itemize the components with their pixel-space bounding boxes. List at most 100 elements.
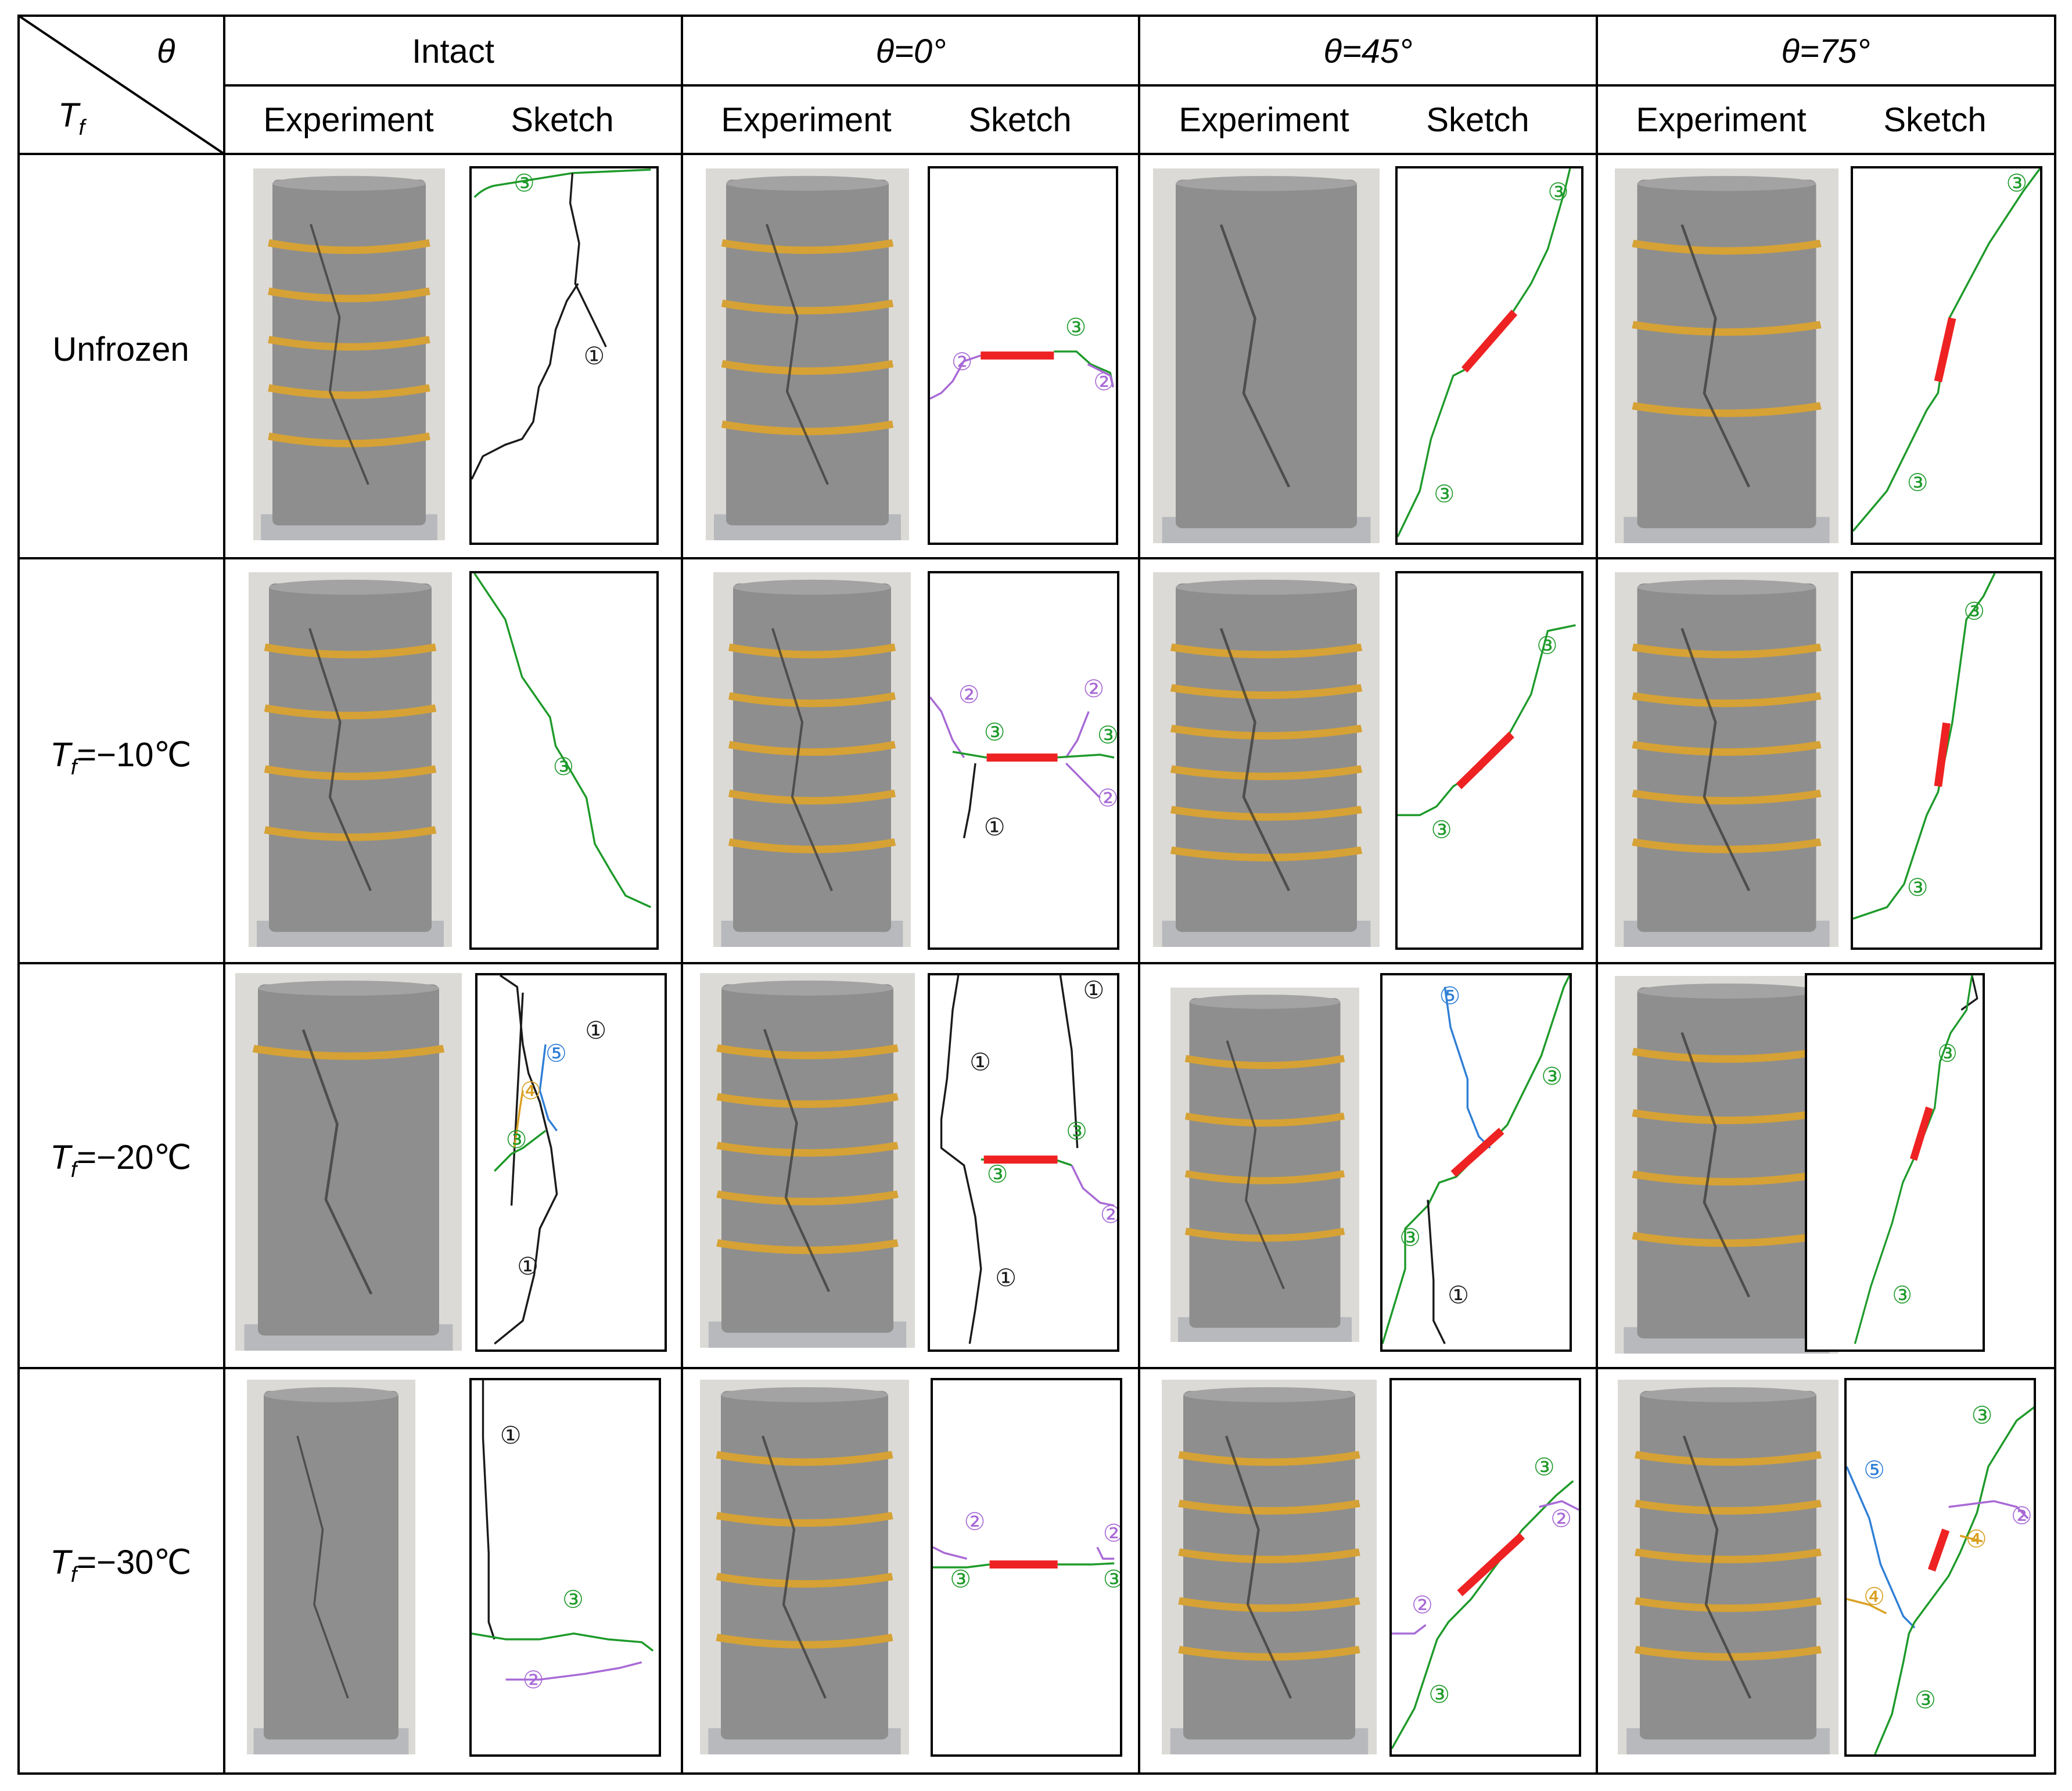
crack-marker-3: ③ bbox=[2006, 169, 2027, 197]
sub-header-experiment: Experiment bbox=[721, 101, 892, 139]
crack-marker-1: ① bbox=[969, 1048, 991, 1076]
group-header-intact: Intact bbox=[412, 33, 494, 70]
crack-marker-3: ③ bbox=[1548, 178, 1569, 206]
crack-path-2 bbox=[1948, 1500, 2029, 1520]
sub-header-sketch: Sketch bbox=[511, 101, 614, 139]
pre-existing-flaw bbox=[1461, 310, 1518, 373]
crack-marker-3: ③ bbox=[1534, 1453, 1555, 1481]
crack-marker-3: ③ bbox=[553, 752, 574, 781]
crack-marker-3: ③ bbox=[1972, 1401, 1993, 1429]
crack-path-5 bbox=[1443, 986, 1491, 1149]
crack-marker-3: ③ bbox=[1541, 1063, 1563, 1090]
row-label-minus20: Tf=−20℃ bbox=[50, 1139, 192, 1182]
specimen-photo bbox=[1153, 572, 1380, 947]
crack-marker-3: ③ bbox=[1892, 1282, 1912, 1309]
crack-path-3 bbox=[1854, 975, 1973, 1344]
crack-marker-3: ③ bbox=[987, 1160, 1008, 1188]
crack-sketch: ① ① ③ ③ ② ① bbox=[928, 973, 1119, 1352]
crack-path-3 bbox=[1057, 1562, 1115, 1566]
crack-marker-2: ② bbox=[1083, 675, 1104, 703]
specimen-photo bbox=[1615, 168, 1838, 543]
crack-marker-1: ① bbox=[984, 813, 1006, 841]
tf-header: Tf bbox=[58, 96, 85, 140]
crack-marker-1: ① bbox=[517, 1252, 538, 1280]
crack-marker-4: ④ bbox=[1863, 1582, 1885, 1610]
crack-path-2 bbox=[930, 696, 965, 759]
crack-sketch: ③ bbox=[469, 571, 659, 950]
sub-header-sketch: Sketch bbox=[1426, 101, 1529, 139]
crack-path-4 bbox=[1847, 1598, 1887, 1614]
crack-marker-4: ④ bbox=[520, 1077, 541, 1105]
crack-path-4 bbox=[1959, 1534, 1983, 1543]
crack-path-2 bbox=[1392, 1624, 1427, 1635]
crack-sketch: ③ ② ② ③ bbox=[1389, 1378, 1581, 1757]
crack-marker-2: ② bbox=[1093, 368, 1115, 396]
crack-sketch: ⑤ ④ ④ ③ ② ③ bbox=[1844, 1378, 2036, 1757]
crack-marker-2: ② bbox=[958, 681, 980, 709]
crack-marker-4: ④ bbox=[1966, 1525, 1987, 1553]
crack-path-3 bbox=[1382, 975, 1570, 1344]
specimen-photo bbox=[700, 1380, 909, 1754]
crack-marker-5: ⑤ bbox=[1863, 1456, 1885, 1484]
crack-marker-3: ③ bbox=[513, 169, 534, 198]
crack-path-1 bbox=[569, 173, 607, 347]
crack-path-3 bbox=[1853, 168, 2040, 532]
crack-marker-3: ③ bbox=[1963, 597, 1985, 625]
crack-marker-1: ① bbox=[500, 1422, 522, 1449]
crack-sketch: ① ③ ② bbox=[469, 1378, 661, 1757]
crack-marker-1: ① bbox=[995, 1264, 1017, 1292]
crack-path-2 bbox=[505, 1661, 642, 1681]
pre-existing-flaw bbox=[1934, 317, 1956, 383]
crack-marker-2: ② bbox=[1100, 1201, 1117, 1229]
crack-marker-3: ③ bbox=[1915, 1686, 1936, 1714]
specimen-photo bbox=[1153, 168, 1380, 543]
crack-path-1 bbox=[1059, 975, 1079, 1148]
crack-path-2 bbox=[933, 1546, 967, 1560]
specimen-photo bbox=[1162, 1380, 1377, 1754]
crack-marker-2: ② bbox=[523, 1666, 544, 1694]
crack-path-3 bbox=[1853, 573, 1996, 920]
specimen-photo bbox=[1615, 572, 1838, 947]
crack-path-3 bbox=[472, 1632, 654, 1652]
crack-marker-1: ① bbox=[1448, 1281, 1469, 1309]
pre-existing-flaw bbox=[1456, 731, 1514, 789]
crack-marker-2: ② bbox=[2011, 1502, 2033, 1530]
crack-path-1 bbox=[482, 1380, 495, 1640]
pre-existing-flaw bbox=[1934, 722, 1951, 787]
specimen-photo bbox=[700, 973, 915, 1348]
crack-path-2 bbox=[1065, 762, 1101, 799]
crack-marker-3: ③ bbox=[1907, 469, 1929, 497]
crack-marker-2: ② bbox=[1412, 1591, 1433, 1619]
specimen-photo bbox=[247, 1380, 415, 1754]
crack-marker-3: ③ bbox=[1937, 1040, 1957, 1068]
sub-header-sketch: Sketch bbox=[968, 101, 1072, 139]
crack-path-3 bbox=[473, 168, 651, 198]
pre-existing-flaw bbox=[1450, 1128, 1504, 1178]
specimen-photo bbox=[1170, 988, 1359, 1342]
crack-path-2 bbox=[1087, 363, 1114, 387]
crack-marker-2: ② bbox=[1097, 784, 1117, 812]
pre-existing-flaw bbox=[1909, 1106, 1933, 1161]
group-header-theta-45: θ=45° bbox=[1323, 33, 1413, 70]
specimen-photo bbox=[1618, 1380, 1838, 1754]
crack-path-5 bbox=[538, 1044, 558, 1132]
crack-marker-5: ⑤ bbox=[545, 1039, 567, 1067]
crack-path-3 bbox=[1054, 753, 1115, 759]
crack-marker-3: ③ bbox=[562, 1585, 584, 1613]
sub-header-sketch: Sketch bbox=[1883, 101, 1987, 139]
crack-marker-3: ③ bbox=[1434, 480, 1455, 508]
crack-marker-3: ③ bbox=[1431, 816, 1452, 844]
crack-marker-3: ③ bbox=[506, 1126, 527, 1154]
crack-path-4 bbox=[513, 1090, 524, 1148]
crack-marker-3: ③ bbox=[984, 718, 1006, 746]
crack-path-1 bbox=[494, 975, 558, 1345]
crack-path-3 bbox=[1874, 1406, 2034, 1754]
